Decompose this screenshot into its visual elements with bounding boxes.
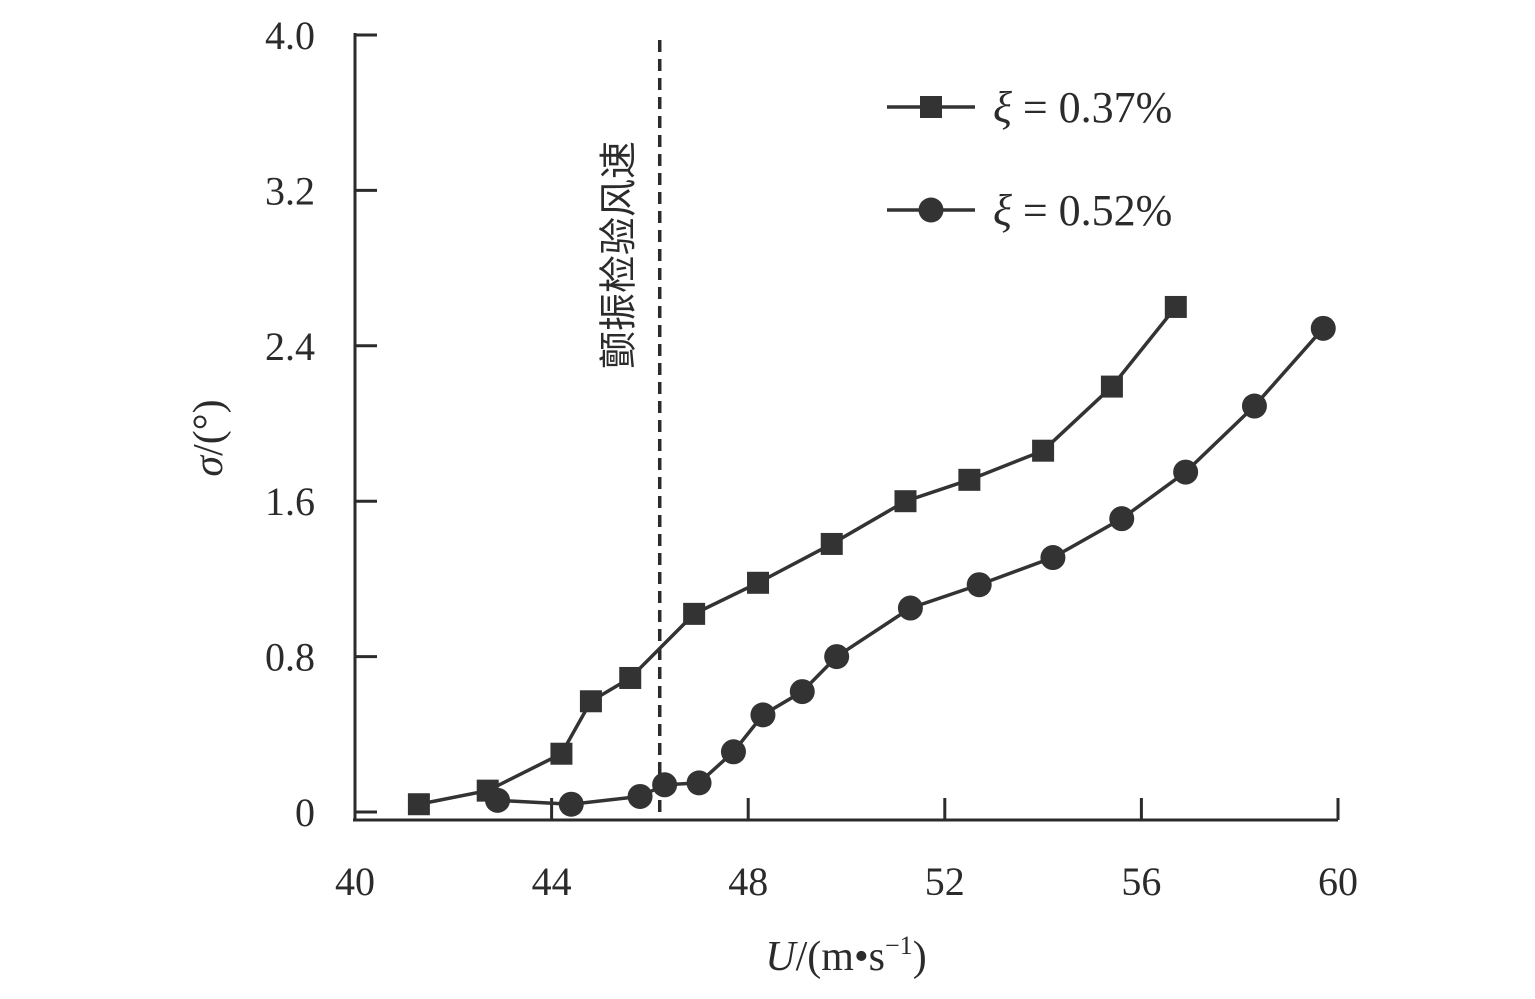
data-point-square [1164, 295, 1187, 318]
data-point-circle [652, 772, 678, 798]
x-axis-title: U/(m•s−1) [765, 931, 926, 980]
legend-symbol: ξ [993, 186, 1012, 235]
data-point-circle [720, 739, 746, 765]
y-tick-label: 2.4 [265, 324, 315, 369]
data-point-square [619, 666, 642, 689]
x-tick-label: 60 [1318, 859, 1358, 904]
data-point-square [407, 793, 430, 816]
data-point-circle [1173, 459, 1199, 485]
data-point-circle [897, 595, 923, 621]
data-point-circle [1310, 315, 1336, 341]
x-axis-unit-close: ) [913, 934, 927, 980]
data-point-square [820, 532, 843, 555]
x-tick-label: 48 [728, 859, 768, 904]
data-point-circle [686, 770, 712, 796]
flutter-check-annotation: 颤振检验风速 [599, 40, 662, 820]
data-point-square [683, 602, 706, 625]
data-point-circle [558, 791, 584, 817]
series-layer [407, 295, 1336, 817]
data-point-square [894, 490, 917, 513]
x-tick-label: 44 [532, 859, 572, 904]
legend-label: ξ = 0.37% [993, 83, 1172, 132]
data-point-square [1100, 375, 1123, 398]
x-ticks: 40 44 48 52 56 60 [335, 798, 1358, 904]
x-tick-label: 56 [1121, 859, 1161, 904]
x-axis-unit: /(m•s [796, 934, 885, 980]
data-point-circle [1040, 545, 1066, 571]
data-point-circle [627, 783, 653, 809]
data-point-square [1032, 439, 1055, 462]
flutter-check-label: 颤振检验风速 [599, 141, 641, 369]
y-axis-unit: /(°) [186, 399, 232, 455]
data-point-square [958, 468, 981, 491]
series-line [497, 327, 1325, 806]
y-tick-label: 0.8 [265, 635, 315, 680]
legend-symbol: ξ [993, 83, 1012, 132]
y-tick-label: 0 [295, 790, 315, 835]
x-axis-unit-exponent: −1 [885, 931, 913, 960]
axes: 0 0.8 1.6 2.4 3.2 4.0 40 44 48 52 56 60 [265, 13, 1358, 904]
legend-label: ξ = 0.52% [993, 186, 1172, 235]
legend-marker-square [920, 96, 942, 118]
legend: ξ = 0.37%ξ = 0.52% [887, 83, 1172, 235]
data-point-square [747, 571, 770, 594]
y-tick-label: 4.0 [265, 13, 315, 58]
y-tick-label: 1.6 [265, 479, 315, 524]
x-tick-label: 40 [335, 859, 375, 904]
y-axis-title: σ/(°) [186, 399, 232, 476]
data-point-square [550, 742, 573, 765]
y-tick-label: 3.2 [265, 168, 315, 213]
data-point-circle [824, 644, 850, 670]
legend-value: = 0.37% [1012, 83, 1172, 132]
data-point-circle [966, 572, 992, 598]
legend-marker-circle [918, 197, 944, 223]
x-axis-symbol: U [765, 934, 798, 980]
data-point-square [579, 690, 602, 713]
y-ticks: 0 0.8 1.6 2.4 3.2 4.0 [265, 13, 377, 835]
x-tick-label: 52 [925, 859, 965, 904]
y-axis-symbol: σ [186, 454, 232, 477]
data-point-circle [485, 787, 511, 813]
data-point-circle [1109, 506, 1135, 532]
data-point-circle [750, 702, 776, 728]
data-point-circle [1241, 393, 1267, 419]
legend-value: = 0.52% [1012, 186, 1172, 235]
data-point-circle [789, 679, 815, 705]
